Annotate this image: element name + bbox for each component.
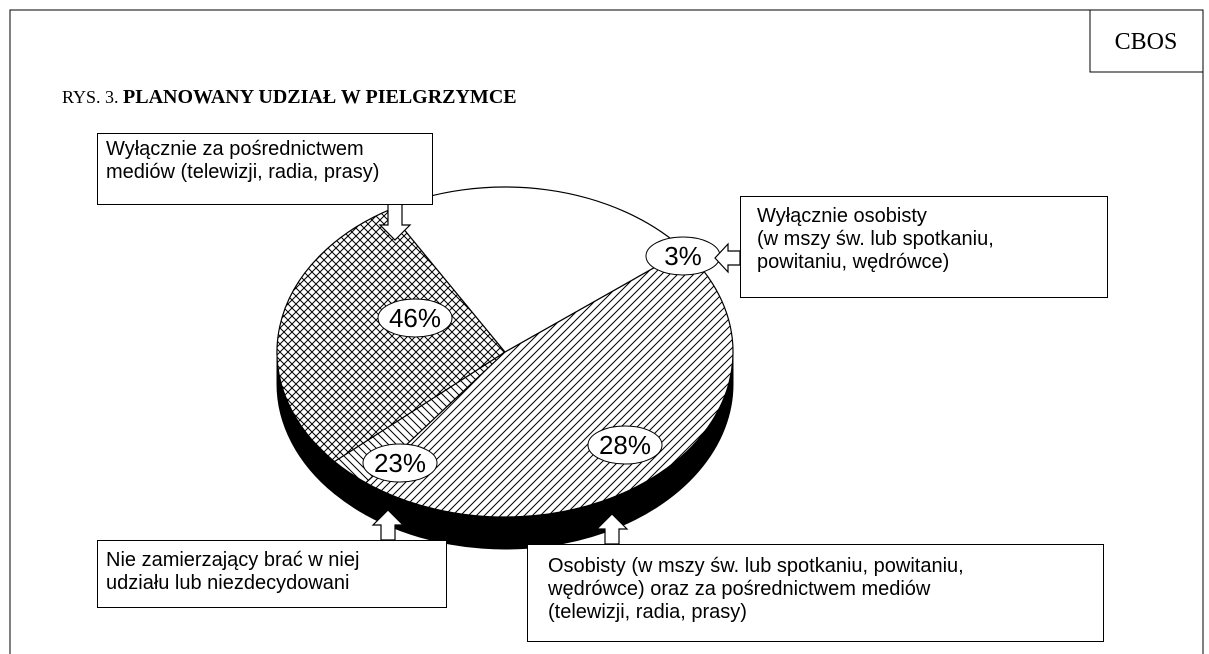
arrow [371,509,405,541]
category-label: Wyłącznie za pośrednictwem mediów (telew… [97,133,433,205]
chart-title: RYS. 3. PLANOWANY UDZIAŁ W PIELGRZYMCE [62,86,517,108]
category-label: Osobisty (w mszy św. lub spotkaniu, powi… [527,544,1104,642]
pie: 46% 3% 28% 23% [276,186,734,550]
arrows [371,203,741,545]
arrow [714,242,741,274]
slice [276,209,506,463]
arrow [378,203,412,241]
category-label: Wyłącznie osobisty (w mszy św. lub spotk… [740,196,1108,298]
title: PLANOWANY UDZIAŁ W PIELGRZYMCE [123,86,517,108]
data-label: 46% [389,303,441,333]
figure-label: RYS. 3. [62,87,119,107]
source-box [1089,9,1204,73]
data-label: 28% [599,430,651,460]
frame [9,9,1204,654]
arrow [595,513,629,545]
data-label: 23% [374,448,426,478]
data-label-bg [377,298,453,338]
category-label: Nie zamierzający brać w niej udziału lub… [97,540,447,608]
data-label: 3% [664,241,702,271]
source: CBOS [1115,29,1178,55]
data-label-bg [587,425,663,465]
data-label-bg [362,443,438,483]
